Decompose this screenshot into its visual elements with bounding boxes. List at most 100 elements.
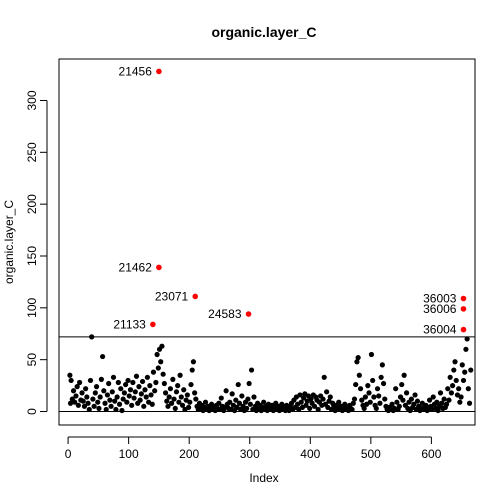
data-point <box>403 390 410 396</box>
data-point <box>248 367 255 373</box>
outlier-point <box>460 295 467 302</box>
data-point <box>434 399 440 405</box>
data-point <box>437 390 444 396</box>
outlier-label: 21133 <box>113 317 146 331</box>
data-point <box>359 397 365 403</box>
data-point <box>192 390 198 396</box>
data-point <box>136 384 142 390</box>
data-point <box>468 367 474 373</box>
data-point <box>150 369 157 375</box>
data-point <box>320 396 326 402</box>
data-point <box>144 374 151 380</box>
data-point <box>324 389 330 395</box>
data-point <box>93 384 100 390</box>
data-point <box>382 396 388 402</box>
data-point <box>303 402 309 408</box>
data-point <box>92 390 98 396</box>
data-point <box>95 399 101 405</box>
data-point <box>245 396 251 402</box>
data-point <box>298 399 304 405</box>
outlier-point <box>245 311 252 317</box>
outlier-label: 24583 <box>208 307 242 321</box>
data-point <box>162 390 169 396</box>
data-point <box>435 407 441 414</box>
data-point <box>109 389 115 395</box>
x-tick-label: 100 <box>119 447 139 461</box>
data-point <box>400 397 406 403</box>
outlier-point <box>156 264 162 271</box>
data-point <box>101 388 107 394</box>
data-point <box>176 399 182 405</box>
data-point <box>143 394 149 400</box>
data-point <box>114 394 120 400</box>
data-point <box>193 396 199 402</box>
data-point <box>202 399 209 405</box>
y-tick-label: 50 <box>25 353 39 367</box>
data-point <box>112 398 118 404</box>
data-point <box>113 406 119 413</box>
data-point <box>307 405 313 412</box>
data-point <box>301 395 307 401</box>
data-point <box>99 353 106 360</box>
data-point <box>189 367 195 373</box>
data-point <box>178 394 184 400</box>
data-point <box>430 394 436 400</box>
data-point <box>233 397 239 403</box>
outlier-label: 21462 <box>119 260 153 274</box>
data-point <box>373 405 379 412</box>
data-point <box>426 397 433 403</box>
data-point <box>414 398 421 404</box>
data-point <box>173 389 180 395</box>
data-point <box>76 379 83 386</box>
data-point <box>91 403 97 409</box>
data-point <box>459 362 465 368</box>
data-point <box>131 395 137 401</box>
data-point <box>85 400 91 406</box>
data-point <box>81 403 88 409</box>
x-tick-label: 200 <box>179 447 199 461</box>
data-point <box>115 379 121 386</box>
data-point <box>378 374 384 380</box>
data-point <box>124 399 130 405</box>
data-point <box>185 404 192 410</box>
y-tick-label: 0 <box>25 408 39 415</box>
data-point <box>179 402 186 408</box>
data-point <box>152 388 158 394</box>
y-tick-label: 150 <box>25 246 39 266</box>
data-point <box>159 343 165 349</box>
data-point <box>121 390 127 396</box>
data-point <box>361 405 367 412</box>
data-point <box>465 386 471 392</box>
data-point <box>166 394 172 400</box>
data-point <box>97 394 103 400</box>
outlier-point <box>150 321 156 328</box>
data-point <box>126 393 132 399</box>
data-point <box>239 393 245 399</box>
data-point <box>356 372 362 378</box>
data-point <box>223 388 229 394</box>
data-point <box>190 359 197 365</box>
data-point <box>244 405 250 412</box>
x-tick-label: 0 <box>65 447 72 461</box>
data-point <box>148 392 154 398</box>
data-point <box>79 390 85 396</box>
data-point <box>103 406 109 413</box>
data-point <box>84 394 90 400</box>
data-point <box>118 386 124 392</box>
data-point <box>125 377 131 384</box>
y-tick-label: 200 <box>25 194 39 214</box>
x-axis: 0 100 200 300 400 500 600 <box>65 436 442 461</box>
data-point <box>443 401 450 407</box>
data-point <box>130 379 136 386</box>
data-point <box>394 399 400 405</box>
data-point <box>181 387 187 393</box>
data-point <box>161 380 167 387</box>
data-point <box>408 396 415 402</box>
data-points <box>67 334 474 414</box>
data-point <box>452 359 458 365</box>
data-point <box>350 400 356 406</box>
data-point <box>247 401 253 407</box>
x-tick-label: 400 <box>300 447 320 461</box>
